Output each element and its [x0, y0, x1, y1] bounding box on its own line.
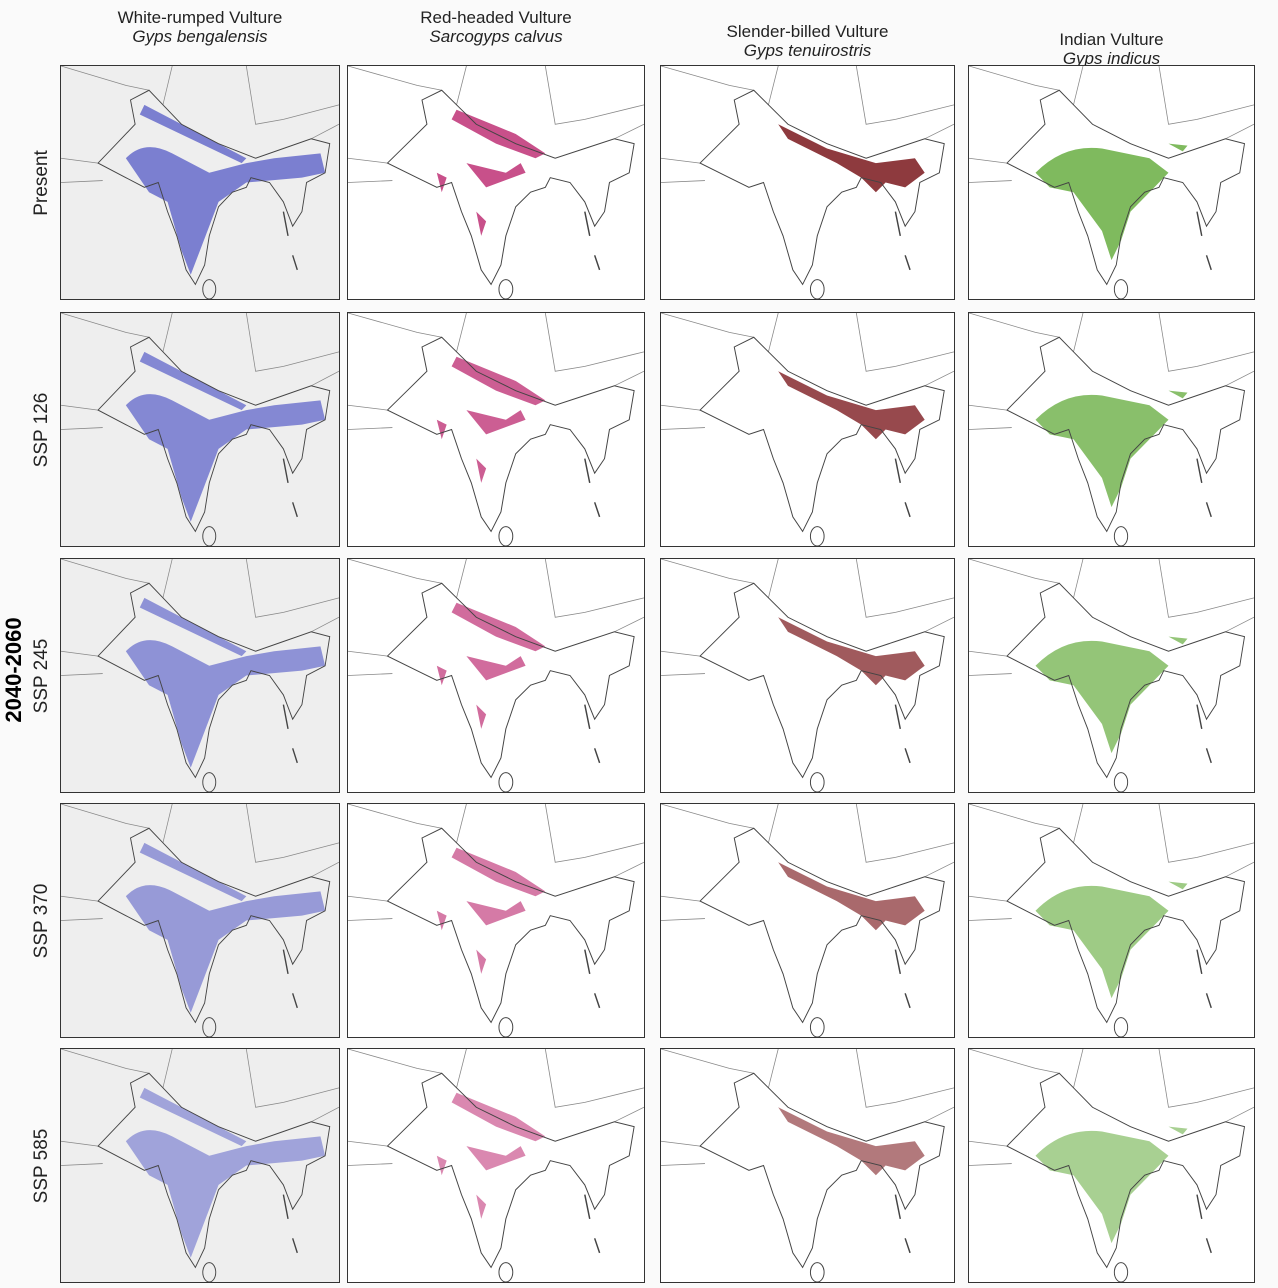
- scientific-name: Sarcogyps calvus: [347, 27, 645, 46]
- map: [661, 804, 954, 1037]
- map: [969, 559, 1254, 792]
- map: [61, 804, 339, 1037]
- map: [661, 66, 954, 299]
- range-area: [1036, 391, 1188, 508]
- scientific-name: Gyps bengalensis: [60, 27, 340, 46]
- map-panel: [60, 312, 340, 547]
- row-label: SSP 245: [31, 638, 53, 713]
- map-panel: [968, 65, 1255, 300]
- common-name: Indian Vulture: [968, 30, 1255, 49]
- map: [348, 1049, 644, 1282]
- map: [969, 1049, 1254, 1282]
- map: [61, 1049, 339, 1282]
- range-area: [437, 1093, 546, 1219]
- scientific-name: Gyps tenuirostris: [660, 41, 955, 60]
- map-panel: [347, 803, 645, 1038]
- row-label: SSP 370: [31, 883, 53, 958]
- common-name: White-rumped Vulture: [60, 8, 340, 27]
- row-label: SSP 585: [31, 1128, 53, 1203]
- map-panel: [660, 558, 955, 793]
- map: [348, 66, 644, 299]
- range-area: [437, 110, 546, 236]
- map-panel: [968, 558, 1255, 793]
- range-area: [1036, 144, 1188, 261]
- map: [348, 804, 644, 1037]
- map: [348, 313, 644, 546]
- figure: 2040-2060 White-rumped VultureGyps benga…: [0, 0, 1278, 1288]
- range-area: [778, 862, 925, 930]
- map: [61, 313, 339, 546]
- range-area: [778, 617, 925, 685]
- map-panel: [60, 1048, 340, 1283]
- map: [969, 66, 1254, 299]
- map-panel: [347, 312, 645, 547]
- range-area: [1036, 1127, 1188, 1244]
- period-label: 2040-2060: [1, 617, 27, 722]
- map-panel: [660, 65, 955, 300]
- map-panel: [660, 312, 955, 547]
- row-label: Present: [31, 150, 53, 215]
- map: [661, 313, 954, 546]
- map-panel: [968, 1048, 1255, 1283]
- map: [969, 804, 1254, 1037]
- map-panel: [968, 312, 1255, 547]
- common-name: Slender-billed Vulture: [660, 22, 955, 41]
- range-area: [1036, 637, 1188, 754]
- row-label: SSP 126: [31, 392, 53, 467]
- range-area: [1036, 882, 1188, 999]
- range-area: [437, 848, 546, 974]
- common-name: Red-headed Vulture: [347, 8, 645, 27]
- map-panel: [60, 558, 340, 793]
- map-panel: [347, 65, 645, 300]
- range-area: [778, 371, 925, 439]
- map: [661, 1049, 954, 1282]
- map: [61, 559, 339, 792]
- map: [969, 313, 1254, 546]
- range-area: [778, 124, 925, 192]
- map-panel: [347, 558, 645, 793]
- map: [61, 66, 339, 299]
- map: [348, 559, 644, 792]
- map-panel: [660, 1048, 955, 1283]
- range-area: [437, 603, 546, 729]
- map-panel: [968, 803, 1255, 1038]
- range-area: [437, 357, 546, 483]
- range-area: [778, 1107, 925, 1175]
- map-panel: [60, 803, 340, 1038]
- map-panel: [60, 65, 340, 300]
- map: [661, 559, 954, 792]
- map-panel: [660, 803, 955, 1038]
- map-panel: [347, 1048, 645, 1283]
